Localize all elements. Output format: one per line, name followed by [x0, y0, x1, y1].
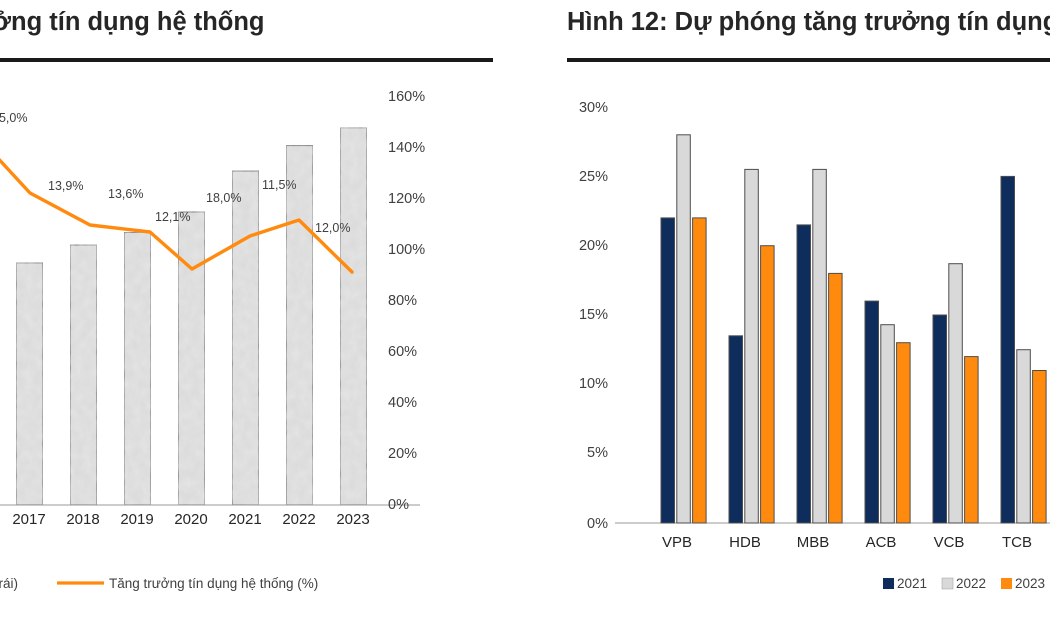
svg-text:0%: 0% [587, 516, 608, 532]
svg-text:2023: 2023 [1015, 576, 1045, 591]
svg-text:TCB: TCB [1002, 534, 1032, 551]
svg-text:ACB: ACB [866, 534, 897, 551]
svg-text:2021: 2021 [897, 576, 927, 591]
svg-text:VCB: VCB [934, 534, 965, 551]
svg-text:MBB: MBB [797, 534, 830, 551]
svg-text:VPB: VPB [662, 534, 692, 551]
svg-text:10%: 10% [579, 376, 608, 392]
svg-text:25%: 25% [579, 169, 608, 185]
svg-text:30%: 30% [579, 100, 608, 116]
svg-text:5%: 5% [587, 445, 608, 461]
svg-text:15%: 15% [579, 307, 608, 323]
svg-text:2022: 2022 [956, 576, 986, 591]
svg-text:20%: 20% [579, 238, 608, 254]
svg-text:HDB: HDB [729, 534, 761, 551]
